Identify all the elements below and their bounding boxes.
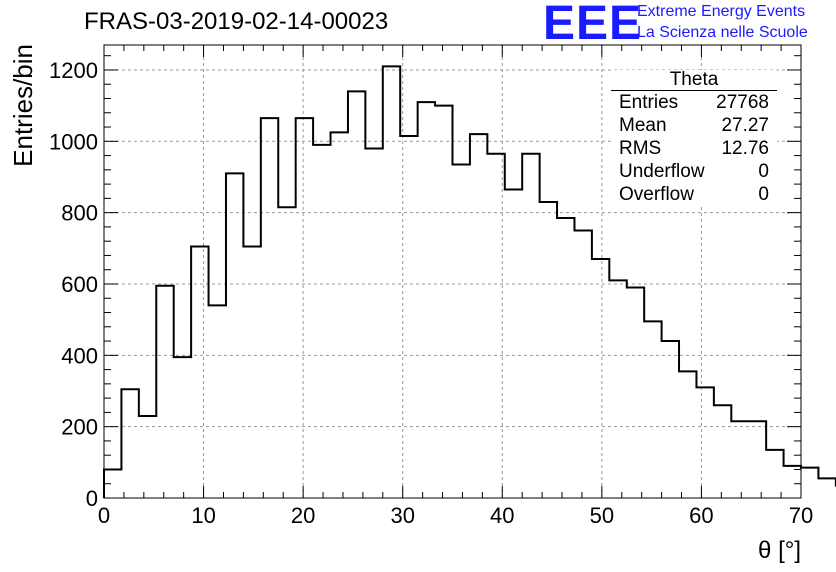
stats-value: 12.76 (721, 138, 769, 159)
y-tick-label: 1200 (49, 58, 98, 83)
y-tick-label: 400 (61, 343, 98, 368)
histogram-bin (470, 134, 487, 498)
plot-frame (103, 44, 802, 499)
histogram-bin (679, 371, 696, 498)
x-tick-label: 60 (689, 503, 713, 528)
stats-row-overflow: Overflow 0 (611, 183, 777, 206)
chart-title: FRAS-03-2019-02-14-00023 (84, 8, 389, 35)
y-tick-label: 600 (61, 272, 98, 297)
histogram-bin (331, 132, 348, 498)
histogram-bin (644, 321, 661, 498)
histogram-bin (139, 416, 156, 498)
y-tick-label: 800 (61, 201, 98, 226)
histogram-bin (784, 466, 801, 498)
histogram-bin (191, 247, 208, 498)
eee-logo: EEE (543, 0, 643, 50)
histogram-bin (505, 189, 522, 498)
y-tick-label: 200 (61, 415, 98, 440)
x-tick-label: 0 (98, 503, 110, 528)
x-tick-label: 10 (191, 503, 215, 528)
x-tick-label: 20 (291, 503, 315, 528)
stats-value: 27768 (716, 92, 769, 113)
histogram-line (103, 65, 836, 498)
histogram-bin (209, 305, 226, 498)
x-tick-label: 70 (789, 503, 813, 528)
histogram-bin (592, 259, 609, 498)
y-axis-label: Entries/bin (8, 44, 38, 167)
x-axis-label: θ [°] (758, 537, 801, 564)
histogram-bin (662, 341, 679, 498)
stats-value: 27.27 (721, 115, 769, 136)
histogram-bin (627, 288, 644, 498)
stats-row-rms: RMS 12.76 (611, 137, 777, 160)
histogram-bin (696, 387, 713, 498)
histogram-bin (313, 145, 330, 498)
y-tick-label: 1000 (49, 129, 98, 154)
histogram-bin (121, 389, 138, 498)
histogram-bin (243, 247, 260, 498)
histogram-bin (174, 357, 191, 498)
stats-label: Underflow (619, 161, 705, 182)
histogram-bin (557, 218, 574, 498)
x-tick-label: 50 (590, 503, 614, 528)
histogram-bin (609, 280, 626, 498)
logo-caption-1: Extreme Energy Events (637, 3, 806, 20)
histogram-bin (104, 469, 121, 498)
histogram-bin (365, 148, 382, 498)
histogram-bin (278, 207, 295, 498)
histogram-bin (522, 154, 539, 498)
x-tick-label: 40 (490, 503, 514, 528)
stats-title: Theta (611, 70, 777, 91)
histogram-bin (226, 173, 243, 498)
histogram-bin (801, 468, 818, 498)
stats-label: Entries (619, 92, 679, 113)
histogram-bin (731, 421, 748, 498)
histogram-bin (400, 136, 417, 498)
histogram-bin (418, 102, 435, 498)
stats-box: Theta Entries 27768 Mean 27.27 RMS 12.76… (611, 70, 777, 206)
stats-label: Overflow (619, 184, 694, 205)
x-tick-label: 30 (390, 503, 414, 528)
stats-value: 0 (758, 161, 769, 182)
histogram-bin (156, 286, 173, 498)
histogram-bin (714, 405, 731, 498)
histogram-bin (348, 91, 365, 498)
histogram-bin (453, 164, 470, 498)
stats-row-underflow: Underflow 0 (611, 160, 777, 183)
histogram-bin (766, 450, 783, 498)
stats-label: RMS (619, 138, 662, 159)
y-tick-label: 0 (86, 486, 98, 511)
stats-row-entries: Entries 27768 (611, 91, 777, 114)
histogram-bin (749, 421, 766, 498)
histogram-bin (540, 202, 557, 498)
stats-row-mean: Mean 27.27 (611, 114, 777, 137)
histogram-bin (261, 118, 278, 498)
histogram-bin (383, 66, 400, 498)
stats-label: Mean (619, 115, 667, 136)
histogram-bin (818, 478, 835, 498)
logo-caption-2: La Scienza nelle Scuole (637, 24, 808, 41)
histogram-bin (574, 230, 591, 498)
histogram-bin (435, 106, 452, 498)
histogram-bin (296, 118, 313, 498)
histogram-bin (487, 154, 504, 498)
stats-value: 0 (758, 184, 769, 205)
